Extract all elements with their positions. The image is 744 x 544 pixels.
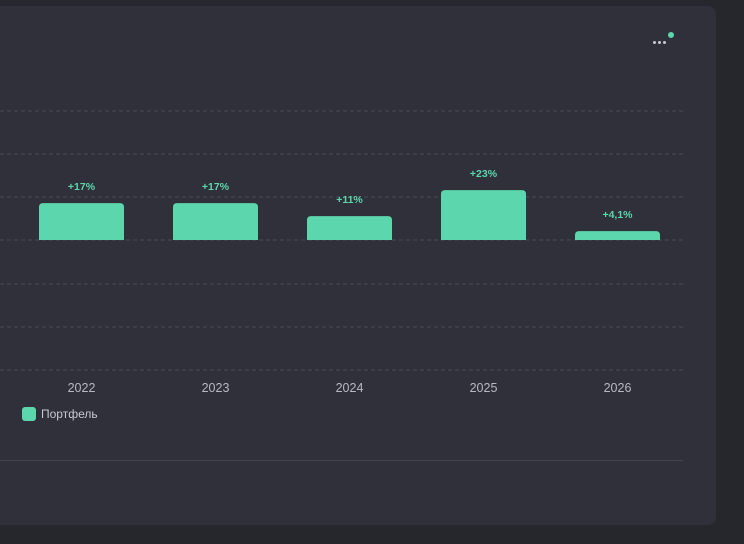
notification-dot	[668, 32, 674, 38]
x-tick-2023: 2023	[202, 381, 230, 395]
x-tick-2025: 2025	[470, 381, 498, 395]
bar-2026[interactable]	[575, 231, 660, 240]
legend-item-portfolio[interactable]: Портфель	[22, 407, 98, 421]
chart-x-ticks: 2022 2023 2024 2025 2026	[68, 381, 632, 395]
data-label-2022: +17%	[68, 181, 96, 193]
legend-label: Портфель	[41, 407, 98, 421]
data-label-2024: +11%	[336, 194, 363, 206]
bar-2022[interactable]	[39, 203, 124, 240]
bar-2024[interactable]	[307, 216, 392, 240]
data-label-2023: +17%	[202, 181, 230, 193]
x-tick-2024: 2024	[336, 381, 364, 395]
panel-divider	[0, 460, 683, 461]
more-options-button[interactable]	[648, 30, 676, 54]
chart-gridlines	[0, 110, 683, 371]
chart-data-labels: +17% +17% +11% +23% +4,1%	[68, 168, 633, 221]
bar-2023[interactable]	[173, 203, 258, 240]
bar-2025[interactable]	[441, 190, 526, 240]
data-label-2025: +23%	[470, 168, 498, 180]
chart-bars	[39, 190, 660, 240]
more-horizontal-icon	[653, 41, 666, 44]
legend-swatch	[22, 407, 36, 421]
x-tick-2026: 2026	[604, 381, 632, 395]
chart-panel	[0, 6, 716, 525]
data-label-2026: +4,1%	[602, 209, 633, 221]
x-tick-2022: 2022	[68, 381, 96, 395]
